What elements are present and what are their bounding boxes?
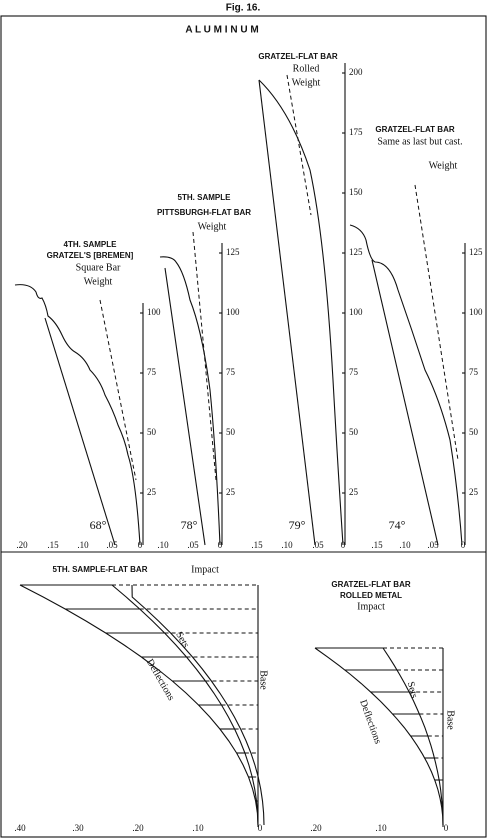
impact-curves	[19, 584, 444, 827]
y-tick-label: 75	[349, 367, 359, 377]
angle-label: 79°	[289, 518, 306, 532]
weight-label: Weight	[198, 221, 227, 232]
x-tick-label: .05	[427, 540, 439, 550]
y-tick-label: 125	[226, 247, 240, 257]
panel-heading: 5TH. SAMPLE	[178, 193, 232, 202]
x-tick-label: .15	[251, 540, 263, 550]
y-tick-label: 200	[349, 67, 363, 77]
title: A L U M I N U M	[185, 25, 258, 36]
x-tick-label: .10	[157, 540, 169, 550]
x-tick-label: .10	[399, 540, 411, 550]
y-tick-label: 150	[349, 187, 363, 197]
panel-subtitle: Impact	[357, 601, 385, 612]
weight-label: Weight	[84, 276, 113, 287]
y-tick-label: 50	[469, 427, 479, 437]
y-tick-label: 75	[226, 367, 236, 377]
y-tick-label: 100	[147, 307, 161, 317]
panel-heading: PITTSBURGH-FLAT BAR	[157, 208, 251, 217]
x-tick-label: 0	[218, 540, 223, 550]
panel-heading: GRATZEL-FLAT BAR	[258, 52, 337, 61]
panel-heading: 4TH. SAMPLE	[64, 240, 118, 249]
sets-label: Sets	[405, 680, 420, 699]
base-label: Base	[445, 710, 456, 730]
panel-heading: GRATZEL-FLAT BAR	[331, 580, 410, 589]
x-tick-label: .05	[312, 540, 324, 550]
x-tick-label: .10	[192, 823, 204, 833]
y-tick-label: 50	[226, 427, 236, 437]
x-tick-label: 0	[461, 540, 466, 550]
panel-heading: GRATZEL-FLAT BAR	[375, 125, 454, 134]
y-tick-label: 175	[349, 127, 363, 137]
y-tick-label: 50	[147, 427, 157, 437]
x-tick-label: .15	[47, 540, 59, 550]
y-tick-label: 75	[147, 367, 157, 377]
weight-label: Weight	[429, 160, 458, 171]
y-tick-label: 100	[349, 307, 363, 317]
y-tick-label: 25	[226, 487, 236, 497]
x-tick-label: .05	[187, 540, 199, 550]
x-tick-label: .10	[281, 540, 293, 550]
x-tick-label: .30	[72, 823, 84, 833]
y-tick-label: 50	[349, 427, 359, 437]
y-tick-label: 125	[469, 247, 483, 257]
panel-subtitle: Square Bar	[76, 262, 121, 273]
panel-heading: GRATZEL'S [BREMEN]	[47, 251, 134, 260]
x-tick-label: .20	[16, 540, 28, 550]
panel-subtitle: Impact	[191, 564, 219, 575]
x-tick-label: .20	[310, 823, 322, 833]
y-tick-label: 100	[226, 307, 240, 317]
x-tick-label: .15	[371, 540, 383, 550]
x-tick-label: 0	[341, 540, 346, 550]
x-tick-label: 0	[258, 823, 263, 833]
y-tick-label: 25	[469, 487, 479, 497]
weight-label: Weight	[292, 77, 321, 88]
deflections-label: Deflections	[357, 698, 383, 745]
panel-heading: ROLLED METAL	[340, 591, 402, 600]
x-tick-label: .05	[106, 540, 118, 550]
panel-subtitle: Rolled	[293, 63, 320, 74]
angle-label: 74°	[389, 518, 406, 532]
figure-label: Fig. 16.	[226, 3, 261, 14]
x-tick-label: .40	[14, 823, 26, 833]
angle-label: 78°	[181, 518, 198, 532]
angle-label: 68°	[90, 518, 107, 532]
sets-curve	[131, 584, 265, 826]
y-tick-label: 25	[349, 487, 359, 497]
x-tick-label: 0	[444, 823, 449, 833]
x-tick-label: .10	[375, 823, 387, 833]
x-tick-label: 0	[138, 540, 143, 550]
panel-heading: 5TH. SAMPLE-FLAT BAR	[53, 565, 148, 574]
frame	[0, 15, 487, 838]
curves	[14, 74, 463, 546]
y-tick-label: 75	[469, 367, 479, 377]
y-tick-label: 25	[147, 487, 157, 497]
base-label: Base	[258, 670, 269, 690]
y-tick-label: 125	[349, 247, 363, 257]
panel-subtitle: Same as last but cast.	[377, 136, 462, 147]
x-tick-label: .20	[132, 823, 144, 833]
y-tick-label: 100	[469, 307, 483, 317]
x-tick-label: .10	[77, 540, 89, 550]
